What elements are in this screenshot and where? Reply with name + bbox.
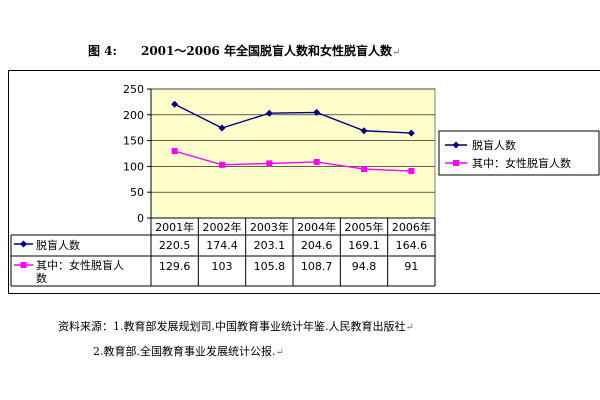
figure-label: 图 4:	[88, 44, 117, 58]
paragraph-mark-icon: ↵	[405, 322, 414, 333]
data-label: 105.8	[254, 260, 286, 273]
source-line-2-text: 2.教育部.全国教育事业发展统计公报.	[93, 345, 276, 358]
x-category-label: 2004年	[297, 220, 336, 234]
y-tick-label: 0	[137, 212, 144, 225]
paragraph-mark-icon: ↵	[391, 47, 401, 58]
data-point	[171, 148, 178, 155]
data-label: 129.6	[159, 260, 191, 273]
legend-label: 脱盲人数	[472, 138, 516, 152]
data-label: 204.6	[301, 239, 333, 252]
data-point	[171, 100, 179, 108]
x-category-label: 2006年	[392, 220, 431, 234]
data-point	[313, 158, 320, 165]
y-tick-label: 250	[123, 83, 144, 96]
source-line-1: 资料来源：1.教育部发展规划司.中国教育事业统计年鉴.人民教育出版社↵	[58, 318, 414, 334]
chart-frame: 0 50 100 150 200 250 2001年 2002年 2003年 2004年 2005年…	[8, 70, 600, 294]
legend-marker	[452, 141, 460, 149]
data-point	[408, 168, 415, 175]
data-label: 91	[404, 260, 418, 273]
y-tick-label: 100	[123, 160, 144, 173]
table-row-label: 其中：女性脱盲人数	[36, 258, 124, 285]
data-label: 169.1	[348, 239, 380, 252]
x-category-label: 2003年	[250, 220, 289, 234]
x-category-label: 2001年	[155, 220, 194, 234]
legend-label: 其中：女性脱盲人数	[472, 156, 571, 170]
plot-area	[150, 88, 436, 219]
data-label: 164.6	[396, 239, 428, 252]
data-label: 94.8	[352, 260, 377, 273]
data-point	[360, 127, 368, 135]
source-line-1-text: 资料来源：1.教育部发展规划司.中国教育事业统计年鉴.人民教育出版社	[58, 320, 406, 333]
table-legend-marker	[20, 240, 27, 248]
data-point	[265, 109, 273, 117]
series-line	[174, 150, 412, 172]
y-tick-label: 50	[130, 186, 144, 199]
table-legend-marker	[20, 262, 27, 268]
paragraph-mark-icon: ↵	[275, 347, 284, 358]
legend-box	[438, 130, 600, 176]
table-row-label: 脱盲人数	[36, 238, 80, 252]
x-category-label: 2002年	[203, 220, 242, 234]
data-point	[361, 166, 367, 173]
source-line-2: 2.教育部.全国教育事业发展统计公报.↵	[93, 343, 284, 359]
x-category-label: 2005年	[345, 220, 384, 234]
y-tick-label: 200	[123, 109, 144, 122]
data-label: 174.4	[206, 239, 238, 252]
data-point	[219, 161, 225, 168]
data-point	[266, 160, 273, 167]
legend-marker	[453, 160, 459, 166]
data-label: 103	[212, 260, 233, 273]
data-point	[313, 108, 321, 116]
data-point	[218, 124, 226, 132]
line-chart: 0 50 100 150 200 250 2001年 2002年 2003年 2004年 2005年…	[10, 83, 600, 287]
data-point	[407, 129, 415, 137]
data-label: 203.1	[254, 239, 286, 252]
figure-title: 图 4: 2001～2006 年全国脱盲人数和女性脱盲人数↵	[88, 42, 400, 59]
data-label: 108.7	[301, 260, 333, 273]
figure-title-text: 2001～2006 年全国脱盲人数和女性脱盲人数	[140, 44, 392, 58]
series-line	[174, 103, 412, 134]
y-tick-label: 150	[123, 135, 144, 148]
data-label: 220.5	[159, 239, 191, 252]
